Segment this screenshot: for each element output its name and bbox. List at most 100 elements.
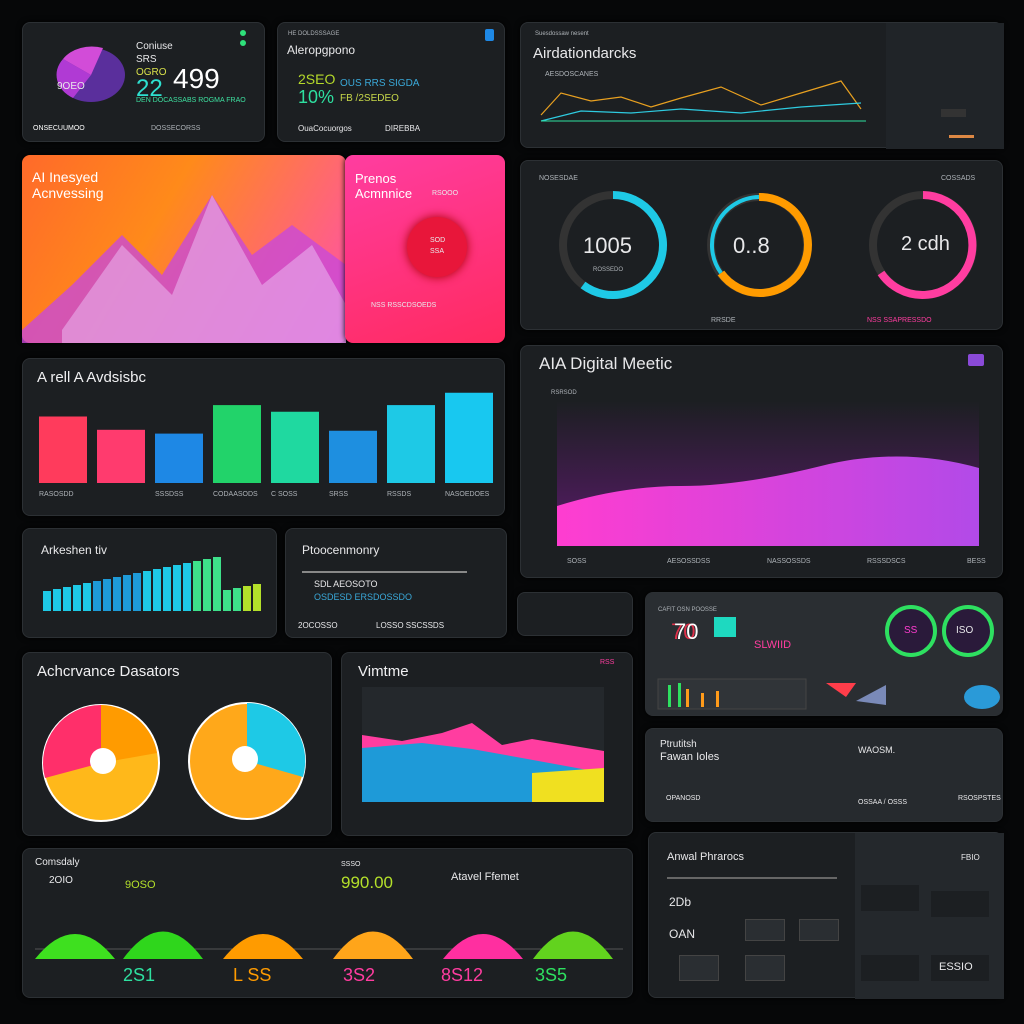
- card-title: A rell A Avdsisbc: [37, 369, 146, 386]
- gauge-b: ISO: [956, 625, 974, 636]
- bar: [213, 405, 261, 483]
- tile-button[interactable]: [861, 885, 919, 911]
- bar: [329, 430, 377, 483]
- tile-button[interactable]: [861, 955, 919, 981]
- line-chart-card: Suesdossaw nesent Airdationdarcks AESDOS…: [520, 22, 1004, 149]
- tile-button[interactable]: [799, 919, 839, 941]
- gauge-value-1: 1005: [583, 233, 632, 258]
- mini-bar: [103, 579, 111, 611]
- circle-b: SSA: [430, 248, 445, 255]
- mini-bar: [123, 575, 131, 611]
- hero-banner: AI Inesyed Acnvessing: [22, 155, 346, 343]
- footer-a: OuaCocuorgos: [298, 124, 352, 133]
- card-title: Coniuse: [136, 41, 173, 52]
- mountain: [533, 931, 613, 959]
- menu-icon[interactable]: [968, 354, 984, 366]
- foot-b: OSSAA / OSSS: [858, 799, 908, 806]
- title-1: Ptrutitsh: [660, 739, 697, 750]
- bar: [155, 433, 203, 483]
- bottom-value: 2S1: [123, 965, 156, 985]
- area-chart-card: AIA Digital Meetic RSRSOD SOSS AESOSSDSS N…: [520, 345, 1003, 578]
- big-value-a: 22: [136, 75, 163, 102]
- promo-title-1: Prenos: [355, 171, 397, 186]
- bottom-value: 3S2: [343, 965, 376, 985]
- card-title: Anwal Phrarocs: [667, 851, 745, 863]
- tile-button[interactable]: [931, 955, 989, 981]
- pie-chart: [56, 30, 246, 102]
- footer-a: ONSECUUMOO: [33, 125, 85, 132]
- tile-button[interactable]: [745, 955, 785, 981]
- bar: [271, 411, 319, 483]
- kpi-visuals: [657, 605, 1000, 710]
- footer-b: DIREBBA: [385, 124, 421, 133]
- promo-circle[interactable]: [407, 217, 467, 277]
- kicker: Suesdossaw nesent: [535, 31, 589, 37]
- mini-bar-chart: [43, 557, 261, 611]
- stacked-area-chart: [362, 687, 604, 802]
- promo-title-2: Acmnnice: [355, 186, 413, 201]
- summary-card: 9OEO Coniuse SRS OGRO 22 499 DEN DOCASSA…: [22, 22, 265, 142]
- divider: [667, 877, 837, 879]
- mini-bar: [183, 563, 191, 611]
- progress-line: [302, 571, 467, 573]
- bar: [387, 405, 435, 483]
- bar: [39, 416, 87, 483]
- gauge-a: SS: [904, 625, 918, 636]
- bar-label: C SOSS: [271, 491, 298, 498]
- payments-card: Ptrutitsh Fawan Ioles WAOSM. OPANOSD OSS…: [645, 728, 1003, 822]
- area-chart: [557, 401, 979, 546]
- bottom-value: L SS: [233, 965, 272, 985]
- caption: DEN DOCASSABS ROGMA FRAO: [136, 97, 246, 104]
- bar-label: CODAASODS: [213, 491, 258, 498]
- mini-bar: [63, 587, 71, 611]
- community-card: Comsdaly 2OIO 9OSO SSSO 990.00 Atavel Ff…: [22, 848, 633, 998]
- x-tick-label: RSSSDSCS: [867, 558, 906, 565]
- line-b: OSDESD ERSDOSSDO: [314, 592, 413, 602]
- hero-title-1: AI Inesyed: [32, 169, 99, 185]
- footer-a: 2OCOSSO: [298, 621, 338, 630]
- bar-label: RSSDS: [387, 491, 412, 498]
- bottom-value: 8S12: [441, 965, 484, 985]
- mountain-chart: [22, 195, 346, 343]
- mini-bar: [73, 585, 81, 611]
- bar-label: SRSS: [329, 491, 349, 498]
- mountain: [123, 931, 203, 959]
- conversion-card: HE DOLDSSSAGE Aleropgpono 2SEO 10% OUS R…: [277, 22, 505, 142]
- mountain: [35, 934, 115, 959]
- tile-button[interactable]: [931, 891, 989, 917]
- text-b: FB /2SEDEO: [340, 93, 399, 104]
- bar: [97, 429, 145, 483]
- card-sub: SRS: [136, 54, 157, 65]
- card-tag: RSS: [600, 659, 615, 666]
- gauges-card: NOSESDAE COSSADS 1005 ROSSEDO 0..8 2 cdh…: [520, 160, 1003, 330]
- card-title: Arkeshen tiv: [41, 543, 108, 557]
- foot-a: OPANOSD: [666, 795, 701, 802]
- bottom-value: 3S5: [535, 965, 568, 985]
- small-value: OGRO: [136, 67, 167, 78]
- mountain: [223, 934, 303, 959]
- mini-bar: [93, 581, 101, 611]
- mini-bar: [153, 569, 161, 611]
- promo-tag: RSOOO: [432, 190, 459, 197]
- tile-button[interactable]: [679, 955, 719, 981]
- x-tick-label: SOSS: [567, 558, 587, 565]
- card-title: Airdationdarcks: [533, 45, 637, 62]
- kpi-value: 70: [674, 619, 699, 644]
- pie-label: 9OEO: [57, 81, 85, 92]
- bar-chart: [39, 392, 493, 483]
- gauge-label-1: ROSSEDO: [593, 267, 624, 273]
- tile-button[interactable]: [745, 919, 785, 941]
- card-sub: RSRSOD: [551, 390, 577, 396]
- bar-chart-card: A rell A Avdsisbc RASOSDD SSSDSS CODAASODS…: [22, 358, 505, 516]
- mini-bars-card: Arkeshen tiv: [22, 528, 277, 638]
- chart-icon: [714, 617, 736, 637]
- mini-bar: [253, 584, 261, 611]
- mini-bar: [213, 557, 221, 611]
- big-value-b: 499: [173, 63, 220, 94]
- toggle-icon[interactable]: [485, 29, 494, 41]
- val-c: SSSO: [341, 861, 361, 868]
- card-title: Aleropgpono: [287, 43, 356, 57]
- footer-b: LOSSO SSCSSDS: [376, 621, 445, 630]
- row-3: OAN: [669, 927, 696, 941]
- card-title: Vimtme: [358, 663, 409, 680]
